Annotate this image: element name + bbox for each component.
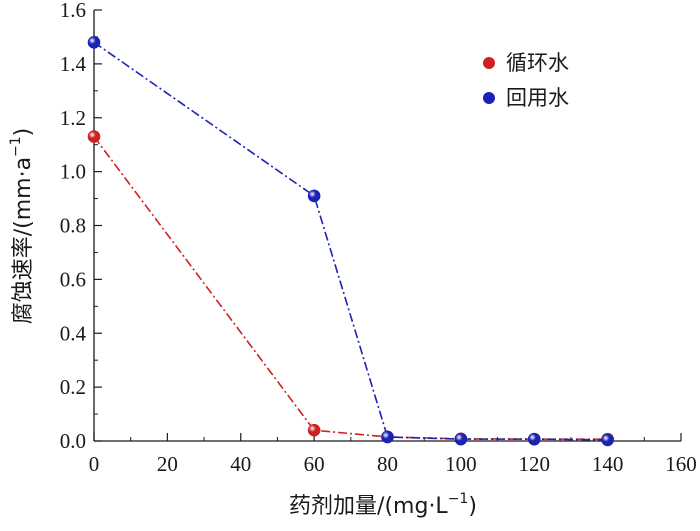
x-tick-label: 40	[230, 452, 251, 476]
x-tick-label: 80	[377, 452, 398, 476]
y-tick-label: 1.2	[60, 106, 86, 130]
data-point-1	[87, 36, 101, 49]
x-tick-label: 100	[445, 452, 477, 476]
x-axis-label-end: )	[468, 494, 477, 519]
legend-label-reused: 回用水	[506, 86, 569, 110]
x-axis-label: 药剂加量/(mg·L−1)	[289, 491, 477, 519]
legend-marker-recycled	[483, 57, 495, 69]
y-ticks: 0.0 0.2 0.4 0.6 0.8 1.0 1.2 1.4 1.6	[60, 0, 102, 453]
y-axis-label-superscript: −1	[8, 136, 24, 157]
x-tick-label: 160	[665, 452, 697, 476]
legend-marker-reused	[483, 92, 495, 104]
x-tick-label: 20	[157, 452, 178, 476]
x-tick-label: 140	[592, 452, 624, 476]
x-tick-label: 60	[304, 452, 325, 476]
y-tick-label: 1.4	[60, 52, 87, 76]
legend: 循环水 回用水	[483, 51, 569, 110]
y-tick-label: 1.0	[60, 160, 86, 184]
data-point-1	[307, 189, 321, 203]
y-tick-label: 0.8	[60, 214, 86, 238]
data-point-1	[527, 432, 541, 446]
x-tick-label: 0	[89, 452, 100, 476]
series-line-1	[93, 41, 608, 441]
y-tick-label: 0.0	[60, 429, 86, 453]
y-axis-label: 腐蚀速率/(mm·a−1)	[8, 128, 36, 325]
data-point-0	[87, 130, 101, 143]
data-point-1	[454, 432, 468, 446]
legend-label-recycled: 循环水	[506, 51, 569, 75]
y-tick-label: 0.6	[60, 267, 86, 291]
data-point-1	[601, 433, 614, 447]
x-axis-label-superscript: −1	[448, 491, 469, 507]
axes	[93, 10, 681, 442]
data-point-1	[381, 430, 394, 444]
y-tick-label: 1.6	[60, 0, 86, 22]
x-tick-label: 120	[519, 452, 551, 476]
y-axis-label-end: )	[11, 128, 36, 137]
series-line-0	[93, 136, 608, 440]
y-tick-label: 0.2	[60, 375, 86, 399]
y-tick-label: 0.4	[60, 321, 87, 345]
series-group	[87, 36, 614, 447]
data-point-0	[307, 423, 321, 437]
